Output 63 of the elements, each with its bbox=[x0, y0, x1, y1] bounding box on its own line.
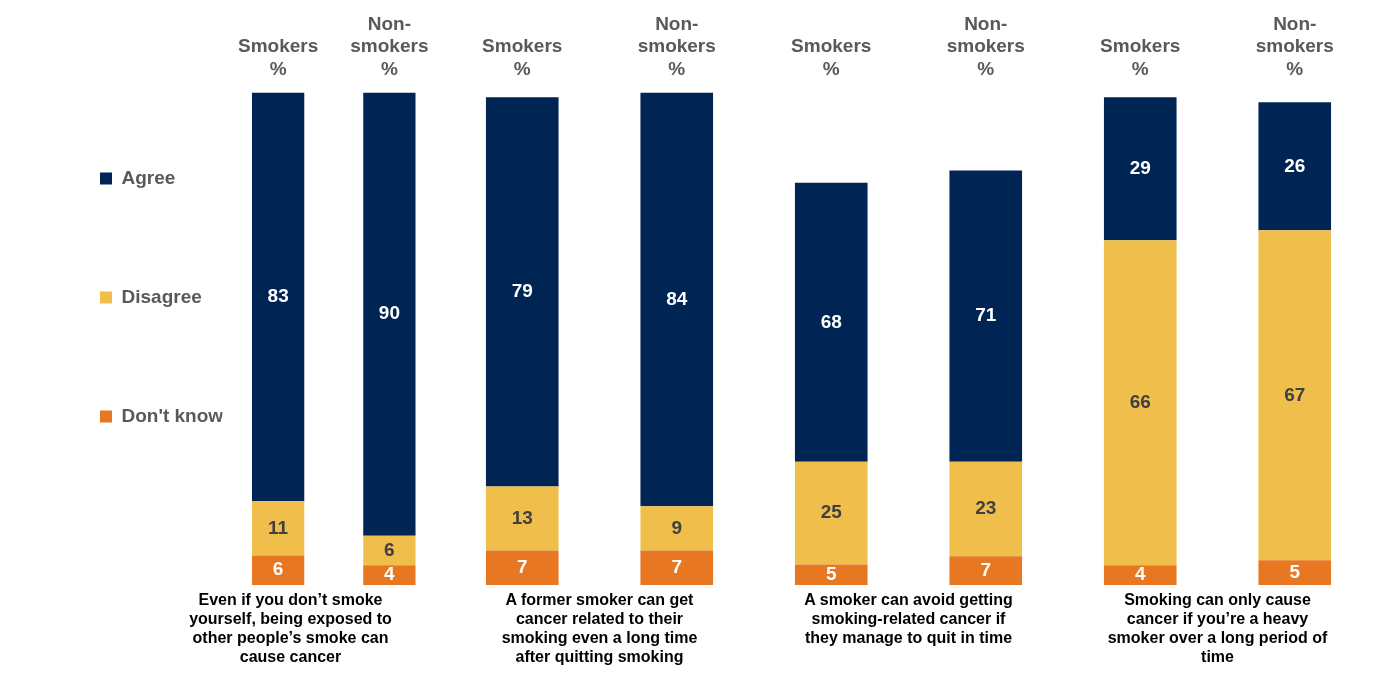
x-tick-label: Non-smokers % bbox=[946, 12, 1025, 80]
bar bbox=[485, 550, 559, 585]
bar bbox=[1258, 230, 1332, 561]
x-axis-title: A former smoker can get cancer related to their smoking even a long time after quitting smoking bbox=[500, 590, 699, 666]
data-label: 66 bbox=[1129, 390, 1151, 412]
bar bbox=[251, 555, 305, 585]
data-label: 4 bbox=[384, 563, 396, 585]
x-tick-label: Non-smokers % bbox=[1255, 12, 1334, 80]
bar bbox=[251, 501, 305, 556]
x-axis-title: Smoking can only cause cancer if you’re a heavy smoker over a long period of time bbox=[1106, 590, 1329, 666]
bar bbox=[1258, 102, 1332, 231]
bar bbox=[1103, 240, 1177, 566]
data-label: 6 bbox=[272, 558, 284, 580]
bar bbox=[949, 170, 1023, 462]
bar bbox=[640, 550, 714, 585]
data-label: 7 bbox=[516, 555, 528, 577]
bar bbox=[363, 92, 416, 536]
legend-label: Agree bbox=[121, 166, 176, 188]
bar bbox=[485, 486, 559, 551]
x-tick-label: Smokers % bbox=[237, 35, 319, 80]
data-label: 7 bbox=[980, 558, 992, 580]
bar bbox=[251, 92, 305, 502]
data-label: 11 bbox=[268, 516, 289, 538]
data-label: 29 bbox=[1129, 156, 1151, 178]
bar bbox=[794, 461, 868, 565]
data-label: 4 bbox=[1134, 563, 1146, 585]
data-label: 23 bbox=[975, 497, 997, 519]
bar bbox=[640, 506, 714, 551]
bar bbox=[949, 556, 1023, 585]
bar bbox=[640, 92, 714, 507]
data-label: 7 bbox=[671, 555, 683, 577]
bar bbox=[1258, 560, 1332, 585]
data-label: 71 bbox=[975, 304, 997, 326]
legend-label: Don't know bbox=[121, 404, 224, 426]
bar bbox=[1103, 97, 1177, 241]
bar bbox=[363, 535, 416, 566]
bar bbox=[485, 97, 559, 487]
bar bbox=[794, 182, 868, 462]
bar bbox=[1103, 565, 1177, 585]
data-label: 25 bbox=[820, 501, 843, 523]
data-label: 79 bbox=[511, 280, 533, 302]
data-label: 5 bbox=[1289, 560, 1301, 582]
x-tick-label: Non-smokers % bbox=[637, 12, 716, 80]
bar bbox=[363, 565, 416, 585]
x-axis-title: A smoker can avoid getting smoking-related cancer if they manage to quit in time bbox=[803, 590, 1014, 647]
x-tick-label: Smokers % bbox=[791, 35, 872, 80]
data-label: 13 bbox=[511, 506, 533, 528]
data-label: 6 bbox=[384, 538, 395, 560]
data-label: 84 bbox=[666, 287, 688, 309]
x-tick-label: Smokers % bbox=[1100, 35, 1181, 80]
data-label: 83 bbox=[267, 285, 289, 307]
bar bbox=[794, 564, 868, 585]
data-label: 90 bbox=[378, 302, 400, 324]
data-label: 67 bbox=[1284, 383, 1306, 405]
legend-label: Disagree bbox=[121, 285, 202, 307]
data-label: 9 bbox=[671, 516, 683, 538]
data-label: 5 bbox=[825, 562, 837, 584]
data-label: 68 bbox=[820, 310, 842, 332]
x-tick-label: Non-smokers % bbox=[350, 12, 429, 80]
x-tick-label: Smokers % bbox=[482, 35, 563, 80]
x-axis-title: Even if you don’t smoke yourself, being exposed to other people’s smoke can cause cancer bbox=[188, 590, 393, 666]
data-label: 26 bbox=[1284, 154, 1306, 176]
bar bbox=[949, 461, 1023, 557]
